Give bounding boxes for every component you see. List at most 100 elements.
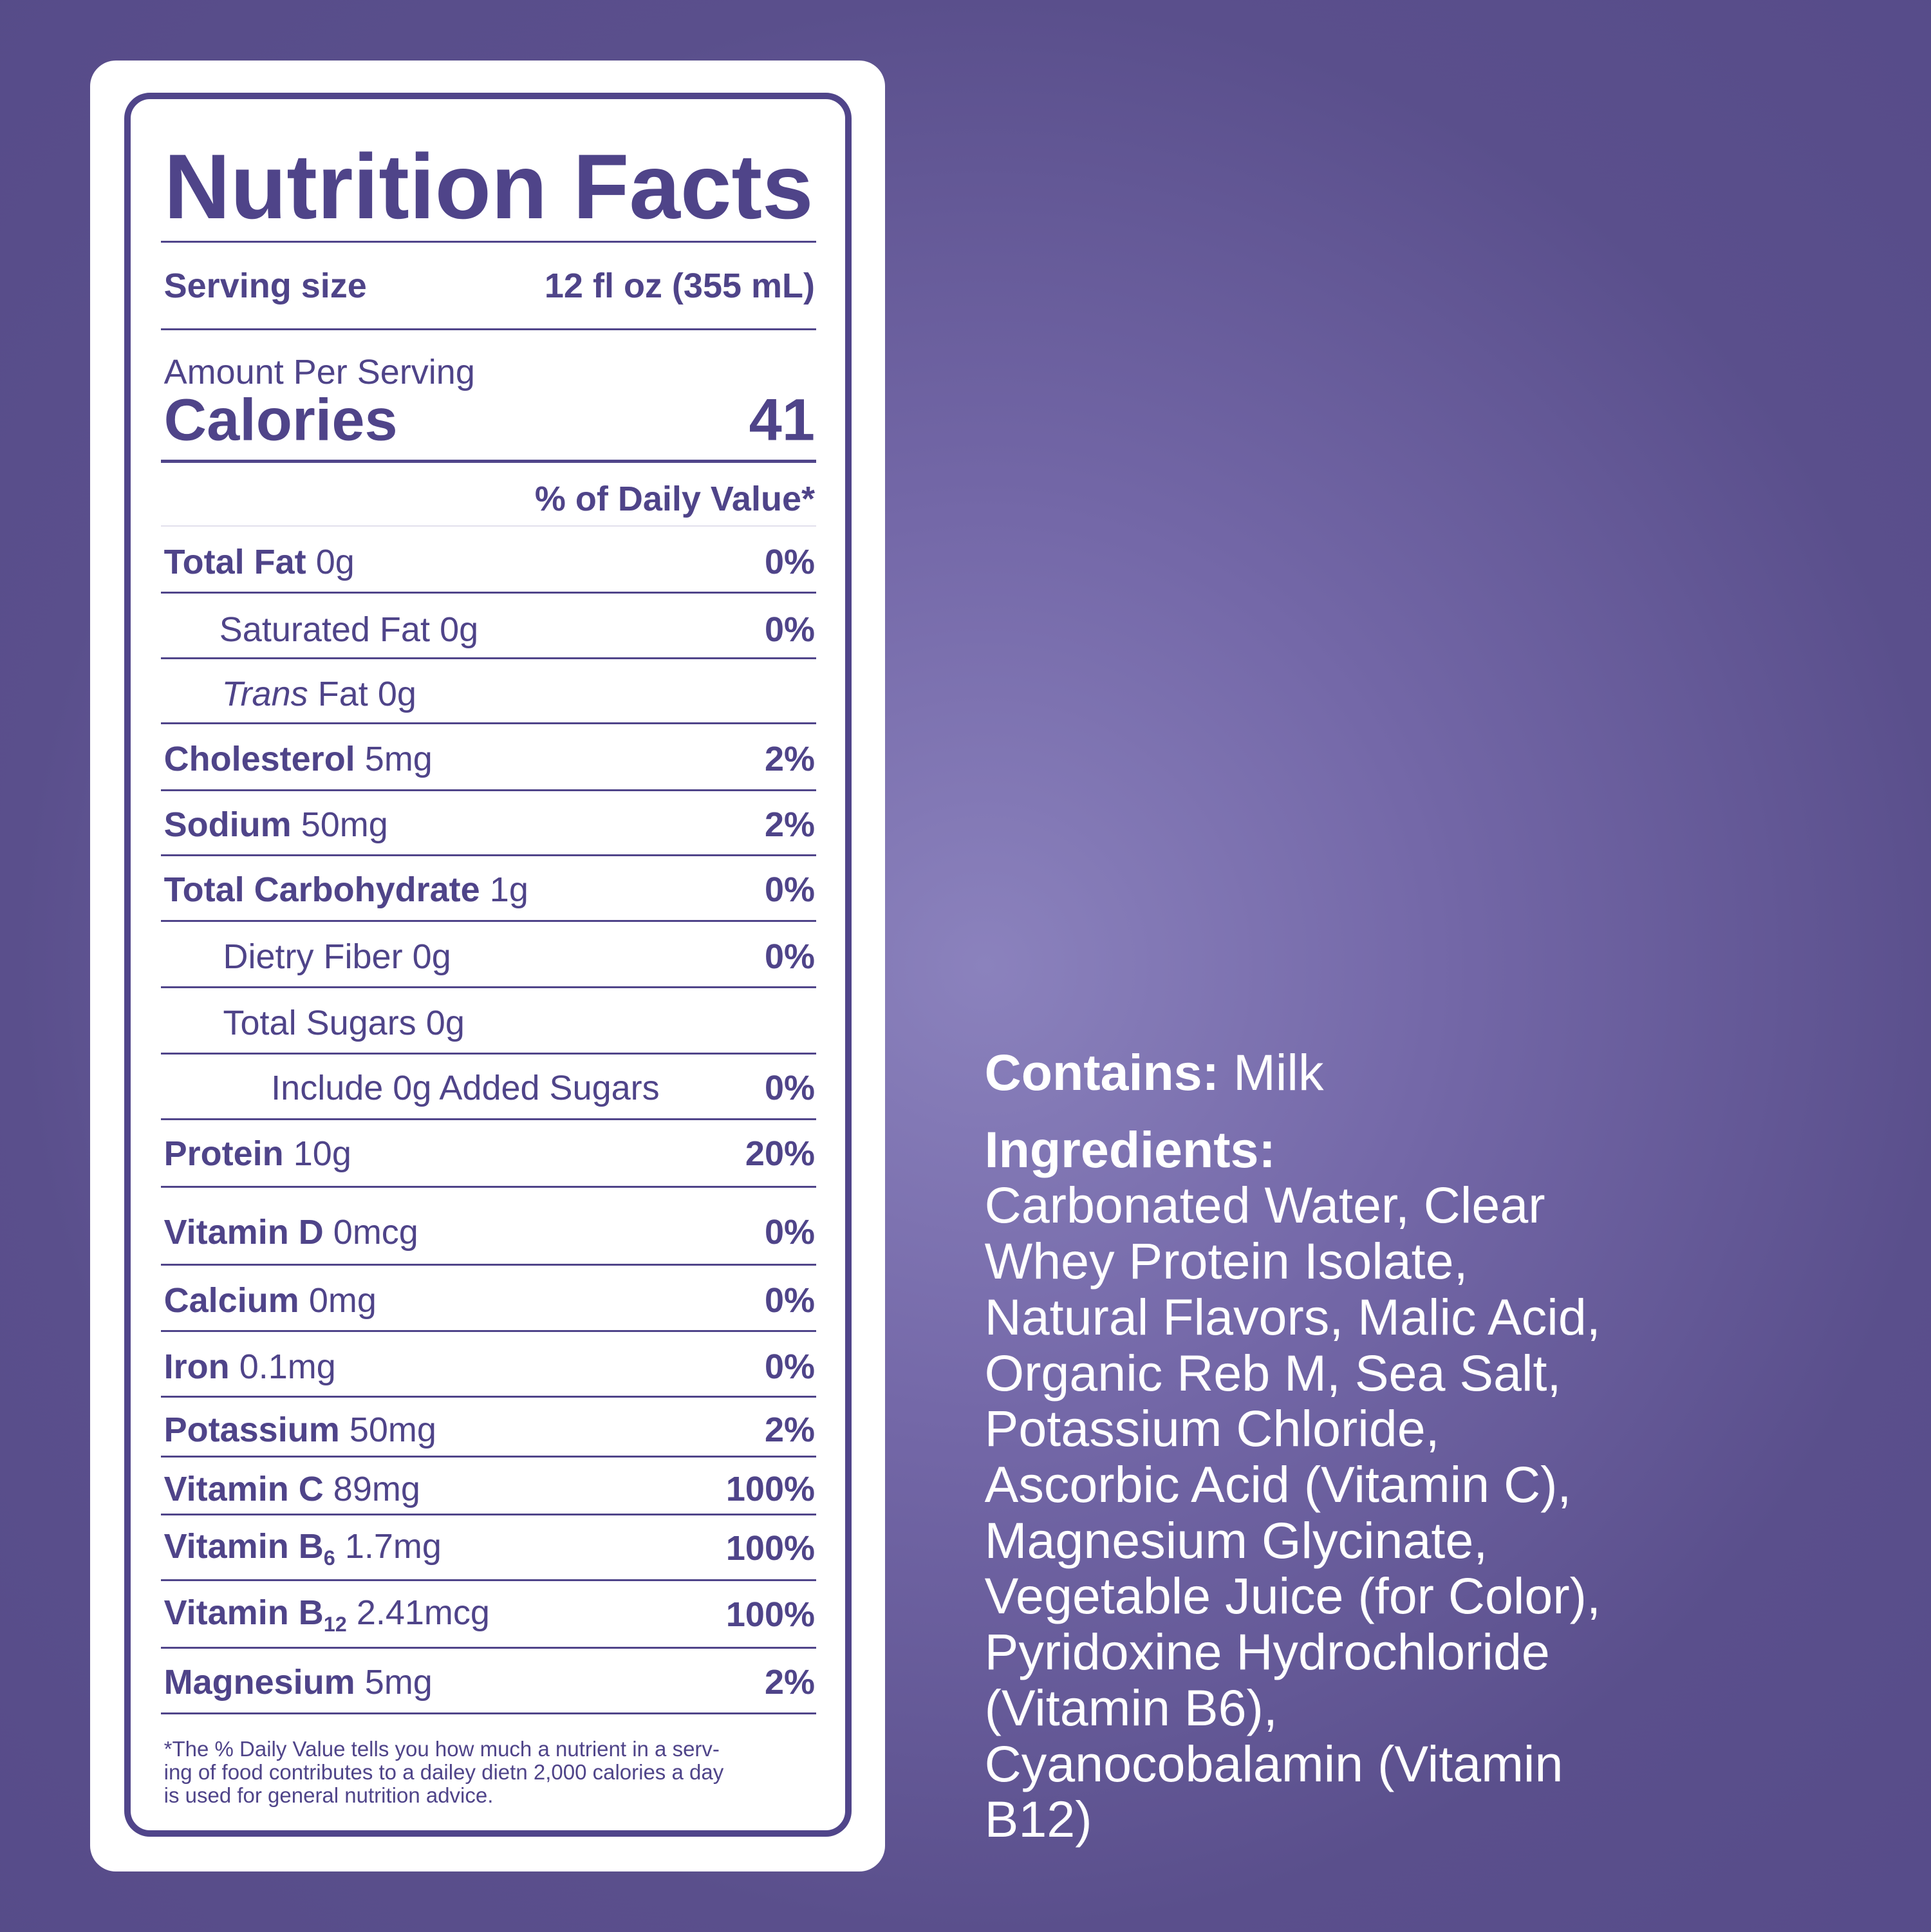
ingredients-line: B12) (984, 1790, 1092, 1848)
rule (161, 459, 816, 463)
nutrient-row: Vitamin B12 2.41mcg (164, 1593, 490, 1637)
footnote-line: ing of food contributes to a dailey diet… (163, 1760, 724, 1785)
nutrient-name: Total Carbohydrate (163, 870, 480, 910)
contains-label: Contains: (984, 1043, 1219, 1101)
ingredients-line: Ascorbic Acid (Vitamin C), (984, 1455, 1572, 1513)
rule (161, 1330, 816, 1333)
nutrient-name: Cholesterol (163, 740, 355, 779)
nutrient-italic: Trans (221, 674, 308, 713)
nutrient-row: Iron 0.1mg (164, 1347, 336, 1387)
nutrient-row: Magnesium 5mg (164, 1662, 433, 1702)
contains-value: Milk (1233, 1043, 1324, 1101)
nutrient-name: Total Fat (163, 543, 306, 581)
serving-size-label: Serving size (163, 267, 367, 306)
nutrient-row: Vitamin D 0mcg (164, 1212, 418, 1252)
rule (161, 1186, 816, 1188)
nutrient-amount: 0g (315, 543, 355, 581)
daily-value: 0% (764, 1280, 815, 1320)
nutrient-name: Total Sugars (223, 1004, 416, 1043)
nutrient-amount: 50mg (349, 1410, 436, 1449)
rule (161, 1053, 816, 1055)
daily-value: 0% (764, 870, 815, 910)
nutrient-amount: 0.1mg (239, 1347, 336, 1387)
nutrient-name: Include 0g Added Sugars (271, 1069, 660, 1108)
rule (161, 525, 816, 527)
nutrient-row: Sodium 50mg (164, 805, 388, 845)
daily-value: 20% (745, 1134, 815, 1173)
nutrient-row: Cholesterol 5mg (164, 739, 433, 779)
nutrient-row: Total Fat 0g (164, 542, 355, 582)
nutrient-amount: 1.7mg (344, 1526, 442, 1566)
daily-value: 2% (764, 1410, 815, 1449)
rule (161, 789, 816, 791)
nutrient-row: Potassium 50mg (164, 1410, 436, 1450)
nutrient-amount: 0mg (308, 1280, 377, 1320)
nutrient-row: Trans Fat 0g (222, 674, 416, 714)
nutrient-amount: 5mg (364, 740, 433, 779)
nutrient-name: Saturated Fat (219, 610, 430, 650)
daily-value: 0% (764, 1213, 815, 1252)
ingredients-line: Pyridoxine Hydrochloride (984, 1623, 1550, 1681)
ingredients-line: (Vitamin B6), (984, 1678, 1278, 1736)
rule (161, 986, 816, 988)
footnote-line: is used for general nutrition advice. (163, 1783, 494, 1808)
nutrient-amount: 5mg (364, 1663, 433, 1702)
ingredients-line: Cyanocobalamin (Vitamin (984, 1734, 1563, 1792)
daily-value: 2% (764, 805, 815, 844)
rule (161, 1514, 816, 1516)
nutrient-name: Sodium (163, 805, 292, 844)
daily-value: 0% (764, 937, 815, 976)
rule (161, 722, 816, 725)
daily-value: 0% (764, 543, 815, 581)
footnote-line: *The % Daily Value tells you how much a … (163, 1736, 720, 1761)
nutrient-name: Vitamin D (163, 1213, 324, 1252)
daily-value: 100% (725, 1528, 815, 1568)
nutrient-row: Saturated Fat 0g (219, 610, 478, 650)
nutrient-name: Vitamin C (163, 1469, 324, 1508)
rule (161, 919, 816, 922)
daily-value: 0% (764, 1347, 815, 1387)
rule (161, 1647, 816, 1649)
nutrient-name: Protein (163, 1134, 284, 1173)
nutrient-amount: 0g (425, 1004, 465, 1043)
amount-per-serving: Amount Per Serving (163, 353, 475, 392)
nutrient-amount: 50mg (301, 805, 388, 844)
rule (161, 1712, 816, 1714)
rule (161, 1579, 816, 1581)
daily-value: 2% (764, 740, 815, 779)
nutrient-name: Magnesium (163, 1663, 355, 1702)
calories-value: 41 (749, 387, 815, 453)
daily-value-header: % of Daily Value* (534, 480, 815, 519)
ingredients-label: Ingredients: (984, 1121, 1276, 1179)
rule (161, 657, 816, 659)
rule (161, 1395, 816, 1398)
contains: Contains: Milk (985, 1043, 1324, 1102)
nutrient-amount: 89mg (333, 1469, 420, 1508)
daily-value: 100% (725, 1469, 815, 1508)
rule (161, 240, 816, 243)
ingredients-line: Potassium Chloride, (984, 1400, 1440, 1458)
rule (161, 1118, 816, 1120)
ingredients-line: Carbonated Water, Clear (984, 1176, 1545, 1234)
nutrient-name: Fat (317, 674, 368, 713)
rule (161, 1456, 816, 1458)
daily-value: 0% (764, 610, 815, 650)
rule (161, 854, 816, 857)
nutrient-row: Dietry Fiber 0g (223, 937, 451, 977)
nutrient-amount: 2.41mcg (356, 1593, 490, 1632)
ingredients-line: Magnesium Glycinate, (984, 1511, 1488, 1569)
ingredients-line: Whey Protein Isolate, (984, 1232, 1468, 1290)
nutrient-row: Vitamin C 89mg (164, 1469, 420, 1509)
serving-size-value: 12 fl oz (355 mL) (544, 267, 815, 306)
nutrient-amount: 0mcg (333, 1213, 418, 1252)
nutrient-subscript: 12 (323, 1613, 347, 1637)
nutrient-name: Vitamin B (163, 1593, 324, 1632)
nutrient-row: Total Sugars 0g (223, 1003, 465, 1043)
ingredients-line: Vegetable Juice (for Color), (984, 1567, 1601, 1625)
rule (161, 328, 816, 330)
nutrient-subscript: 6 (323, 1546, 335, 1570)
ingredients-line: Natural Flavors, Malic Acid, (984, 1288, 1601, 1346)
nutrient-amount: 0g (412, 937, 451, 976)
ingredients-line: Organic Reb M, Sea Salt, (984, 1344, 1562, 1402)
